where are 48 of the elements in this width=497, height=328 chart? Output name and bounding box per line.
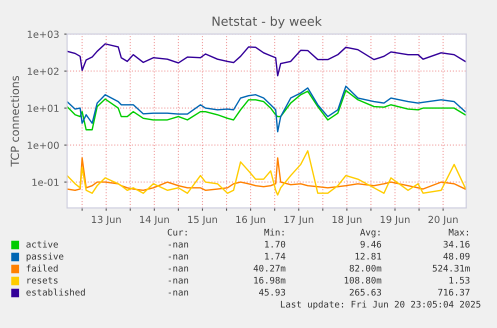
text: -nan (168, 278, 188, 284)
text: 9.46 (360, 240, 382, 248)
text: Avg: (360, 228, 380, 238)
chart-title: Netstat - by week (212, 16, 322, 28)
text: 82.00m (350, 264, 382, 272)
y-tick-label: 1e+01 (28, 104, 59, 112)
text: Max: (448, 228, 468, 236)
text: 12.81 (356, 252, 382, 260)
text: 1.53 (450, 276, 470, 284)
line-series (67, 43, 466, 76)
x-tick-label: 15 Jun (188, 216, 217, 225)
legend-label: established (26, 288, 85, 296)
x-tick-label: 14 Jun (140, 216, 169, 225)
x-tick-label: 13 Jun (92, 216, 121, 225)
y-tick-label: 1e-01 (32, 178, 59, 186)
text: 48.09 (443, 252, 470, 260)
text: 524.31m (432, 264, 470, 272)
legend-label: failed (26, 264, 58, 272)
text: 1.70 (265, 240, 286, 248)
text: Min: (264, 228, 284, 236)
text: 40.27m (254, 264, 286, 272)
text: 716.37 (438, 288, 470, 296)
x-tick-label: 19 Jun (380, 216, 410, 225)
line-series (67, 157, 466, 191)
text: 265.63 (350, 288, 382, 296)
y-tick-label: 1e+02 (28, 68, 58, 75)
legend-label: active (26, 240, 58, 248)
text: 16.98m (254, 276, 286, 284)
text: 108.80m (344, 276, 382, 284)
text: Last update: Fri Jun 20 23:05:04 2025 (280, 300, 480, 310)
legend-label: resets (27, 277, 58, 284)
x-tick-label: 18 Jun (332, 216, 362, 225)
y-axis-title: TCP connections (10, 76, 20, 167)
x-tick-label: 20 Jun (428, 216, 458, 225)
text: -nan (168, 266, 188, 272)
text: 34.16 (444, 240, 470, 248)
x-tick-label: 16 Jun (236, 216, 266, 225)
text: 1.74 (265, 252, 286, 260)
y-tick-label: 1e+03 (28, 30, 59, 38)
text: -nan (168, 290, 188, 296)
legend-label: passive (26, 252, 64, 262)
text: 45.93 (259, 288, 286, 296)
y-tick-label: 1e+00 (28, 142, 59, 149)
text: -nan (168, 242, 188, 248)
x-tick-label: 17 Jun (284, 216, 314, 225)
line-series (67, 150, 466, 196)
text: -nan (168, 254, 188, 260)
text: Cur: (168, 228, 187, 236)
